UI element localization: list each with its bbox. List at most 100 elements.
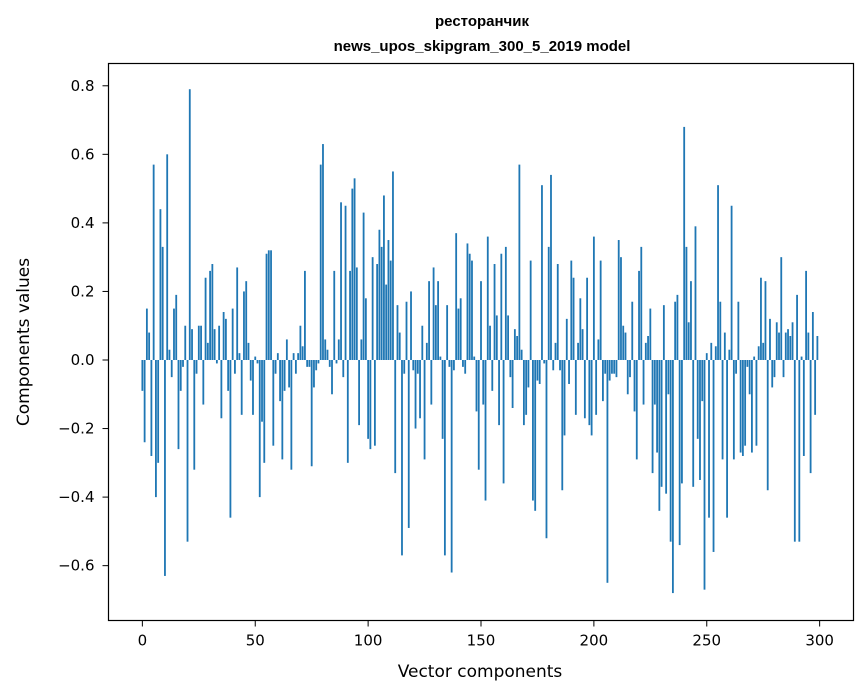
bar-86 [335, 360, 338, 364]
bar-58 [272, 360, 275, 446]
bar-18 [182, 360, 184, 367]
bar-103 [373, 360, 376, 446]
bar-61 [279, 360, 281, 402]
bar-101 [369, 360, 372, 450]
bar-80 [322, 144, 324, 360]
bar-163 [509, 360, 512, 378]
bar-119 [410, 291, 412, 360]
bar-140 [457, 308, 460, 360]
bar-160 [502, 360, 505, 484]
bar-295 [807, 332, 810, 360]
bar-184 [556, 264, 559, 360]
bar-62 [281, 360, 284, 460]
bar-200 [592, 236, 595, 360]
bar-242 [687, 322, 690, 360]
bar-277 [766, 360, 769, 491]
bar-131 [437, 281, 440, 360]
bar-258 [723, 332, 726, 360]
bar-210 [615, 360, 618, 378]
bar-66 [290, 360, 293, 470]
y-tick-label: 0.8 [71, 77, 95, 95]
bar-249 [703, 360, 706, 590]
bar-269 [748, 360, 751, 395]
bar-206 [606, 360, 609, 583]
bar-272 [755, 360, 758, 446]
bar-250 [705, 353, 708, 360]
bar-276 [764, 281, 767, 360]
bar-211 [617, 240, 620, 360]
bar-55 [265, 253, 268, 360]
y-tick-label: −0.2 [58, 420, 94, 438]
bar-142 [462, 360, 464, 367]
bar-253 [712, 360, 715, 552]
bar-64 [285, 339, 288, 360]
bar-32 [213, 329, 216, 360]
y-axis-ticks: −0.6 −0.4 −0.2 0.0 0.2 0.4 0.6 0.8 [58, 77, 109, 575]
bar-133 [441, 360, 444, 439]
bar-223 [644, 342, 647, 360]
y-tick-label: −0.4 [58, 488, 94, 506]
bar-220 [638, 270, 640, 360]
bar-71 [301, 346, 304, 360]
bar-189 [568, 360, 570, 384]
bar-135 [446, 305, 449, 360]
bar-187 [563, 360, 566, 436]
bar-194 [579, 298, 582, 360]
bar-115 [401, 360, 403, 556]
bar-108 [385, 284, 388, 360]
bar-218 [633, 360, 636, 412]
bar-100 [367, 360, 370, 439]
bar-51 [256, 360, 259, 364]
bar-45 [243, 291, 245, 360]
bar-252 [710, 342, 713, 360]
bar-198 [588, 360, 591, 426]
bar-0 [141, 360, 144, 391]
bar-5 [152, 164, 155, 360]
bar-65 [288, 360, 291, 388]
y-tick-label: 0.6 [71, 145, 95, 163]
bar-21 [188, 89, 191, 361]
bar-157 [495, 315, 498, 360]
bar-197 [586, 277, 589, 360]
bar-217 [631, 301, 634, 360]
bar-185 [559, 360, 561, 371]
bar-105 [378, 229, 381, 360]
plot-frame [107, 62, 855, 622]
y-tick-label: 0.4 [71, 214, 95, 232]
bar-172 [529, 260, 532, 360]
bar-146 [471, 260, 473, 360]
bar-30 [209, 270, 211, 360]
bar-164 [511, 360, 514, 408]
bar-201 [595, 360, 598, 415]
bar-27 [202, 360, 205, 405]
bar-90 [344, 205, 347, 360]
bar-265 [739, 360, 742, 453]
bar-29 [206, 342, 209, 360]
bar-116 [403, 360, 406, 374]
bar-193 [577, 342, 579, 360]
bar-207 [608, 360, 611, 381]
bar-36 [222, 312, 225, 360]
bar-238 [678, 360, 681, 546]
bar-2 [145, 308, 148, 360]
bar-251 [708, 360, 710, 518]
bar-283 [780, 257, 783, 360]
bar-137 [450, 360, 453, 573]
bar-281 [775, 322, 778, 360]
bar-192 [574, 360, 577, 415]
bar-156 [493, 264, 496, 360]
bar-176 [538, 360, 541, 384]
bar-199 [590, 360, 593, 436]
bar-43 [238, 353, 241, 360]
bar-73 [306, 360, 309, 367]
bar-141 [459, 298, 462, 360]
bar-151 [482, 360, 485, 405]
bar-128 [430, 360, 433, 405]
bar-188 [565, 318, 568, 360]
bar-149 [477, 360, 480, 470]
bar-120 [412, 360, 415, 371]
bar-191 [572, 277, 575, 360]
bar-20 [186, 360, 189, 542]
bar-275 [762, 342, 765, 360]
